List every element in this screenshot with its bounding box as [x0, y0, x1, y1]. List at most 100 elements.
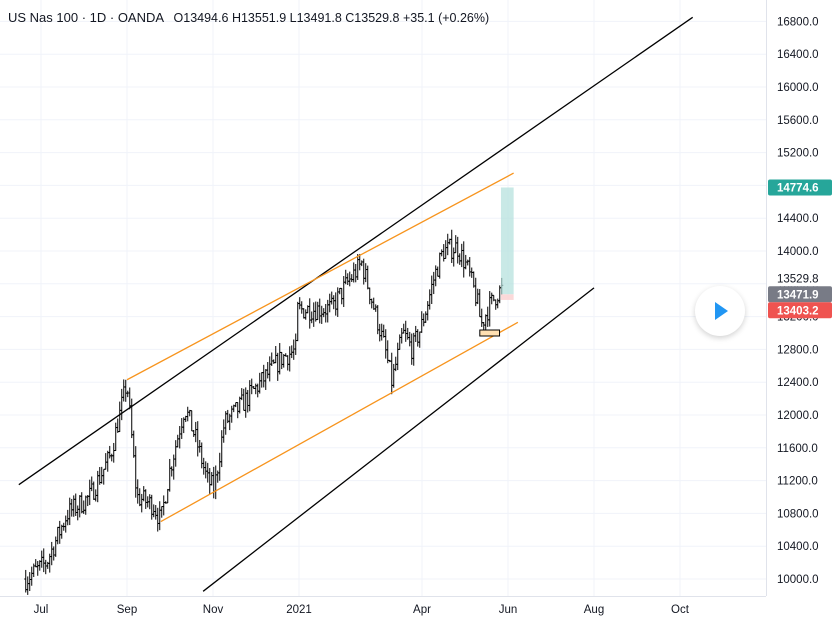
ohlc-bar	[240, 388, 244, 401]
ohlc-bar	[328, 293, 332, 313]
ohlc-bar	[136, 479, 140, 504]
ohlc-bar	[334, 292, 338, 316]
change-value: +35.1 (+0.26%)	[402, 11, 490, 25]
ohlc-bar	[200, 442, 204, 469]
ohlc-bar	[178, 426, 182, 449]
time-tick-label: Sep	[117, 604, 137, 616]
ohlc-bar	[346, 273, 350, 286]
time-tick-label: Jun	[499, 604, 518, 616]
ohlc-bar	[424, 311, 428, 323]
target-zone[interactable]	[500, 187, 514, 295]
ohlc-bar	[408, 331, 412, 347]
price-label-target: 14774.6	[768, 179, 832, 196]
inner-channel-upper-line[interactable]	[126, 172, 514, 381]
ohlc-bar	[28, 572, 32, 592]
ohlc-bar	[64, 515, 68, 533]
support-marker[interactable]	[479, 329, 501, 337]
ohlc-bar	[258, 372, 262, 394]
ohlc-bar	[70, 498, 74, 517]
outer-channel-upper-line[interactable]	[18, 16, 694, 486]
long-position-tool[interactable]	[500, 187, 514, 300]
ohlc-bar	[254, 383, 258, 395]
ohlc-bar	[392, 363, 396, 388]
ohlc-bar	[466, 259, 470, 266]
ohlc-bar	[304, 309, 308, 320]
ohlc-bar	[194, 421, 198, 443]
ohlc-bar	[418, 331, 422, 348]
ohlc-bar	[414, 325, 418, 343]
ohlc-bar	[68, 497, 72, 526]
ohlc-bar	[118, 401, 122, 433]
symbol-title: US Nas 100 · 1D · OANDA	[8, 10, 165, 25]
ohlc-bar	[320, 305, 324, 324]
price-tick-label: 16400.0	[777, 49, 819, 61]
ohlc-bar	[354, 264, 358, 283]
open-value: O13494.6	[173, 11, 229, 25]
ohlc-bar	[342, 276, 346, 308]
ohlc-bar	[430, 275, 434, 304]
ohlc-bar	[172, 454, 176, 480]
ohlc-bar	[326, 299, 330, 323]
ohlc-bar	[174, 440, 178, 467]
price-tick-label: 12000.0	[777, 410, 819, 422]
svg-text:14774.6: 14774.6	[777, 182, 819, 194]
ohlc-bar	[452, 247, 456, 267]
ohlc-bar	[474, 277, 478, 307]
ohlc-bar	[478, 289, 482, 318]
ohlc-bar	[250, 378, 254, 395]
ohlc-bar	[428, 289, 432, 310]
ohlc-bar	[404, 320, 408, 342]
ohlc-bar	[192, 430, 196, 437]
ohlc-bar	[236, 402, 240, 419]
ohlc-bar	[242, 388, 246, 411]
time-tick-label: Nov	[203, 604, 224, 616]
ohlc-bar	[436, 266, 440, 277]
ohlc-bar	[186, 406, 190, 422]
ohlc-bar	[112, 442, 116, 463]
ohlc-bar	[384, 329, 388, 359]
ohlc-bar	[288, 346, 292, 372]
ohlc-bar	[44, 559, 48, 575]
ohlc-bar	[190, 410, 194, 432]
ohlc-bar	[220, 430, 224, 468]
ohlc-bar	[300, 301, 304, 314]
ohlc-bar	[158, 501, 162, 531]
ohlc-bar	[238, 396, 242, 414]
stop-zone[interactable]	[500, 294, 514, 300]
price-tick-label: 12800.0	[777, 344, 819, 356]
outer-channel-lower-line[interactable]	[202, 287, 595, 592]
ohlc-bar	[80, 492, 84, 514]
price-tick-label: 11600.0	[777, 443, 818, 455]
ohlc-bar	[276, 352, 280, 381]
ohlc-bar	[324, 303, 328, 323]
time-tick-label: Aug	[584, 604, 604, 616]
ohlc-bar	[314, 301, 318, 322]
ohlc-bar	[476, 288, 480, 305]
inner-channel-lower-line[interactable]	[160, 321, 519, 523]
ohlc-bar	[150, 494, 154, 520]
ohlc-bar	[162, 495, 166, 516]
ohlc-bar	[134, 446, 138, 498]
price-tick-label: 10400.0	[777, 541, 819, 553]
ohlc-bar	[272, 359, 276, 364]
price-label-entry: 13471.9	[768, 286, 832, 303]
ohlc-bar	[462, 241, 466, 278]
ohlc-bar	[378, 323, 382, 342]
channel-drawings[interactable]	[18, 16, 694, 592]
time-tick-label: Jul	[34, 604, 49, 616]
time-axis[interactable]: Jul Sep Nov 2021 Apr Jun Aug Oct	[0, 596, 766, 623]
ohlc-bar	[130, 398, 134, 439]
price-tick-label: 11200.0	[777, 476, 818, 488]
ohlc-bar	[366, 265, 370, 290]
price-axis[interactable]: 10000.0 10400.0 10800.0 11200.0 11600.0 12000…	[766, 0, 832, 596]
ohlc-bar	[368, 287, 372, 305]
ohlc-bar	[58, 520, 62, 544]
ohlc-bar	[332, 295, 336, 310]
ohlc-bar	[458, 253, 462, 265]
ohlc-bar	[268, 356, 272, 382]
replay-play-button[interactable]	[695, 286, 745, 336]
ohlc-bar	[290, 345, 294, 359]
ohlc-bar	[234, 402, 238, 408]
